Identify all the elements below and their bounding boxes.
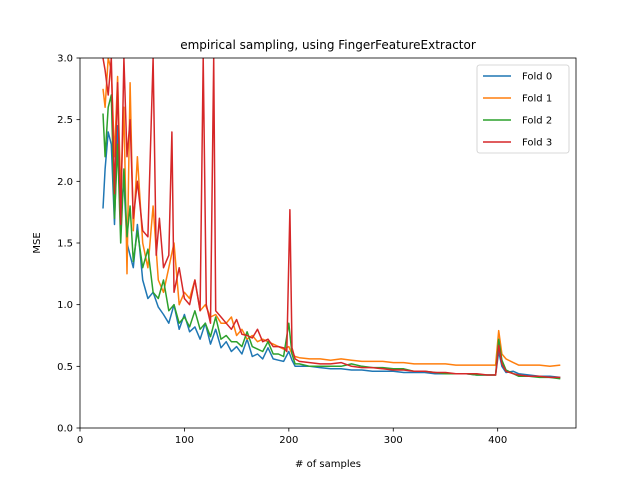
legend-label: Fold 0 [522, 72, 552, 83]
x-tick-label: 400 [488, 435, 507, 446]
y-tick-label: 0.5 [57, 362, 73, 373]
legend-label: Fold 2 [522, 116, 552, 127]
y-tick-label: 1.5 [57, 239, 73, 250]
y-axis-title: MSE [32, 232, 43, 253]
series-layer [102, 58, 561, 380]
y-tick-label: 2.0 [57, 177, 73, 188]
y-tick-label: 3.0 [57, 54, 73, 65]
legend-label: Fold 3 [522, 138, 552, 149]
legend-label: Fold 1 [522, 94, 552, 105]
x-tick-label: 200 [279, 435, 298, 446]
x-axis: 0 100 200 300 400 [77, 428, 507, 446]
legend: Fold 0 Fold 1 Fold 2 Fold 3 [476, 64, 570, 154]
legend-box [476, 64, 570, 154]
x-tick-label: 100 [175, 435, 194, 446]
y-tick-label: 0.0 [57, 424, 73, 435]
x-axis-title: # of samples [295, 459, 361, 470]
series-line-fold-3 [102, 58, 561, 379]
y-tick-label: 2.5 [57, 115, 73, 126]
chart-title: empirical sampling, using FingerFeatureE… [180, 38, 476, 52]
y-tick-label: 1.0 [57, 300, 73, 311]
x-tick-label: 0 [77, 435, 83, 446]
y-axis: 0.0 0.5 1.0 1.5 2.0 2.5 3.0 [57, 54, 80, 435]
x-tick-label: 300 [384, 435, 403, 446]
